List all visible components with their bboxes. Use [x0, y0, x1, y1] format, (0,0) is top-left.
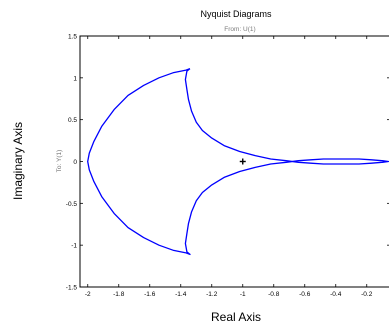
x-tick-label: -2 [85, 291, 91, 298]
axis-ticks [80, 35, 389, 288]
x-tick-label: -1.8 [113, 291, 125, 298]
y-tick-label: 1.5 [68, 34, 77, 41]
y-tick-label: -1 [71, 243, 77, 250]
x-tick-label: -0.8 [268, 291, 280, 298]
tick-labels: -2 -1.8 -1.6 -1.4 -1.2 -1 -0.8 -0.6 -0.4 -0.2 -1.5… [66, 34, 373, 299]
x-tick-label: -1.2 [206, 291, 218, 298]
chart-title: Nyquist Diagrams [200, 9, 272, 19]
y-tick-label: 0 [73, 159, 77, 166]
y-tick-label: -0.5 [66, 201, 78, 208]
x-axis-label: Real Axis [211, 310, 261, 324]
y-tick-label: -1.5 [66, 285, 78, 292]
plot-area [79, 35, 389, 288]
x-tick-label: -0.6 [299, 291, 311, 298]
x-tick-label: -1.6 [144, 291, 156, 298]
x-tick-label: -1.4 [175, 291, 187, 298]
chart-subtitle: From: U(1) [224, 26, 255, 33]
nyquist-curve [87, 67, 389, 256]
y-tick-label: 0.5 [68, 117, 77, 124]
curve-layer [87, 67, 389, 256]
output-channel-label: To: Y(1) [56, 150, 63, 173]
x-tick-label: -1 [240, 291, 246, 298]
x-tick-label: -0.4 [330, 291, 342, 298]
critical-point-marker [239, 158, 246, 165]
x-tick-label: -0.2 [361, 291, 373, 298]
y-tick-label: 1 [73, 75, 77, 82]
y-axis-label: Imaginary Axis [11, 122, 25, 200]
